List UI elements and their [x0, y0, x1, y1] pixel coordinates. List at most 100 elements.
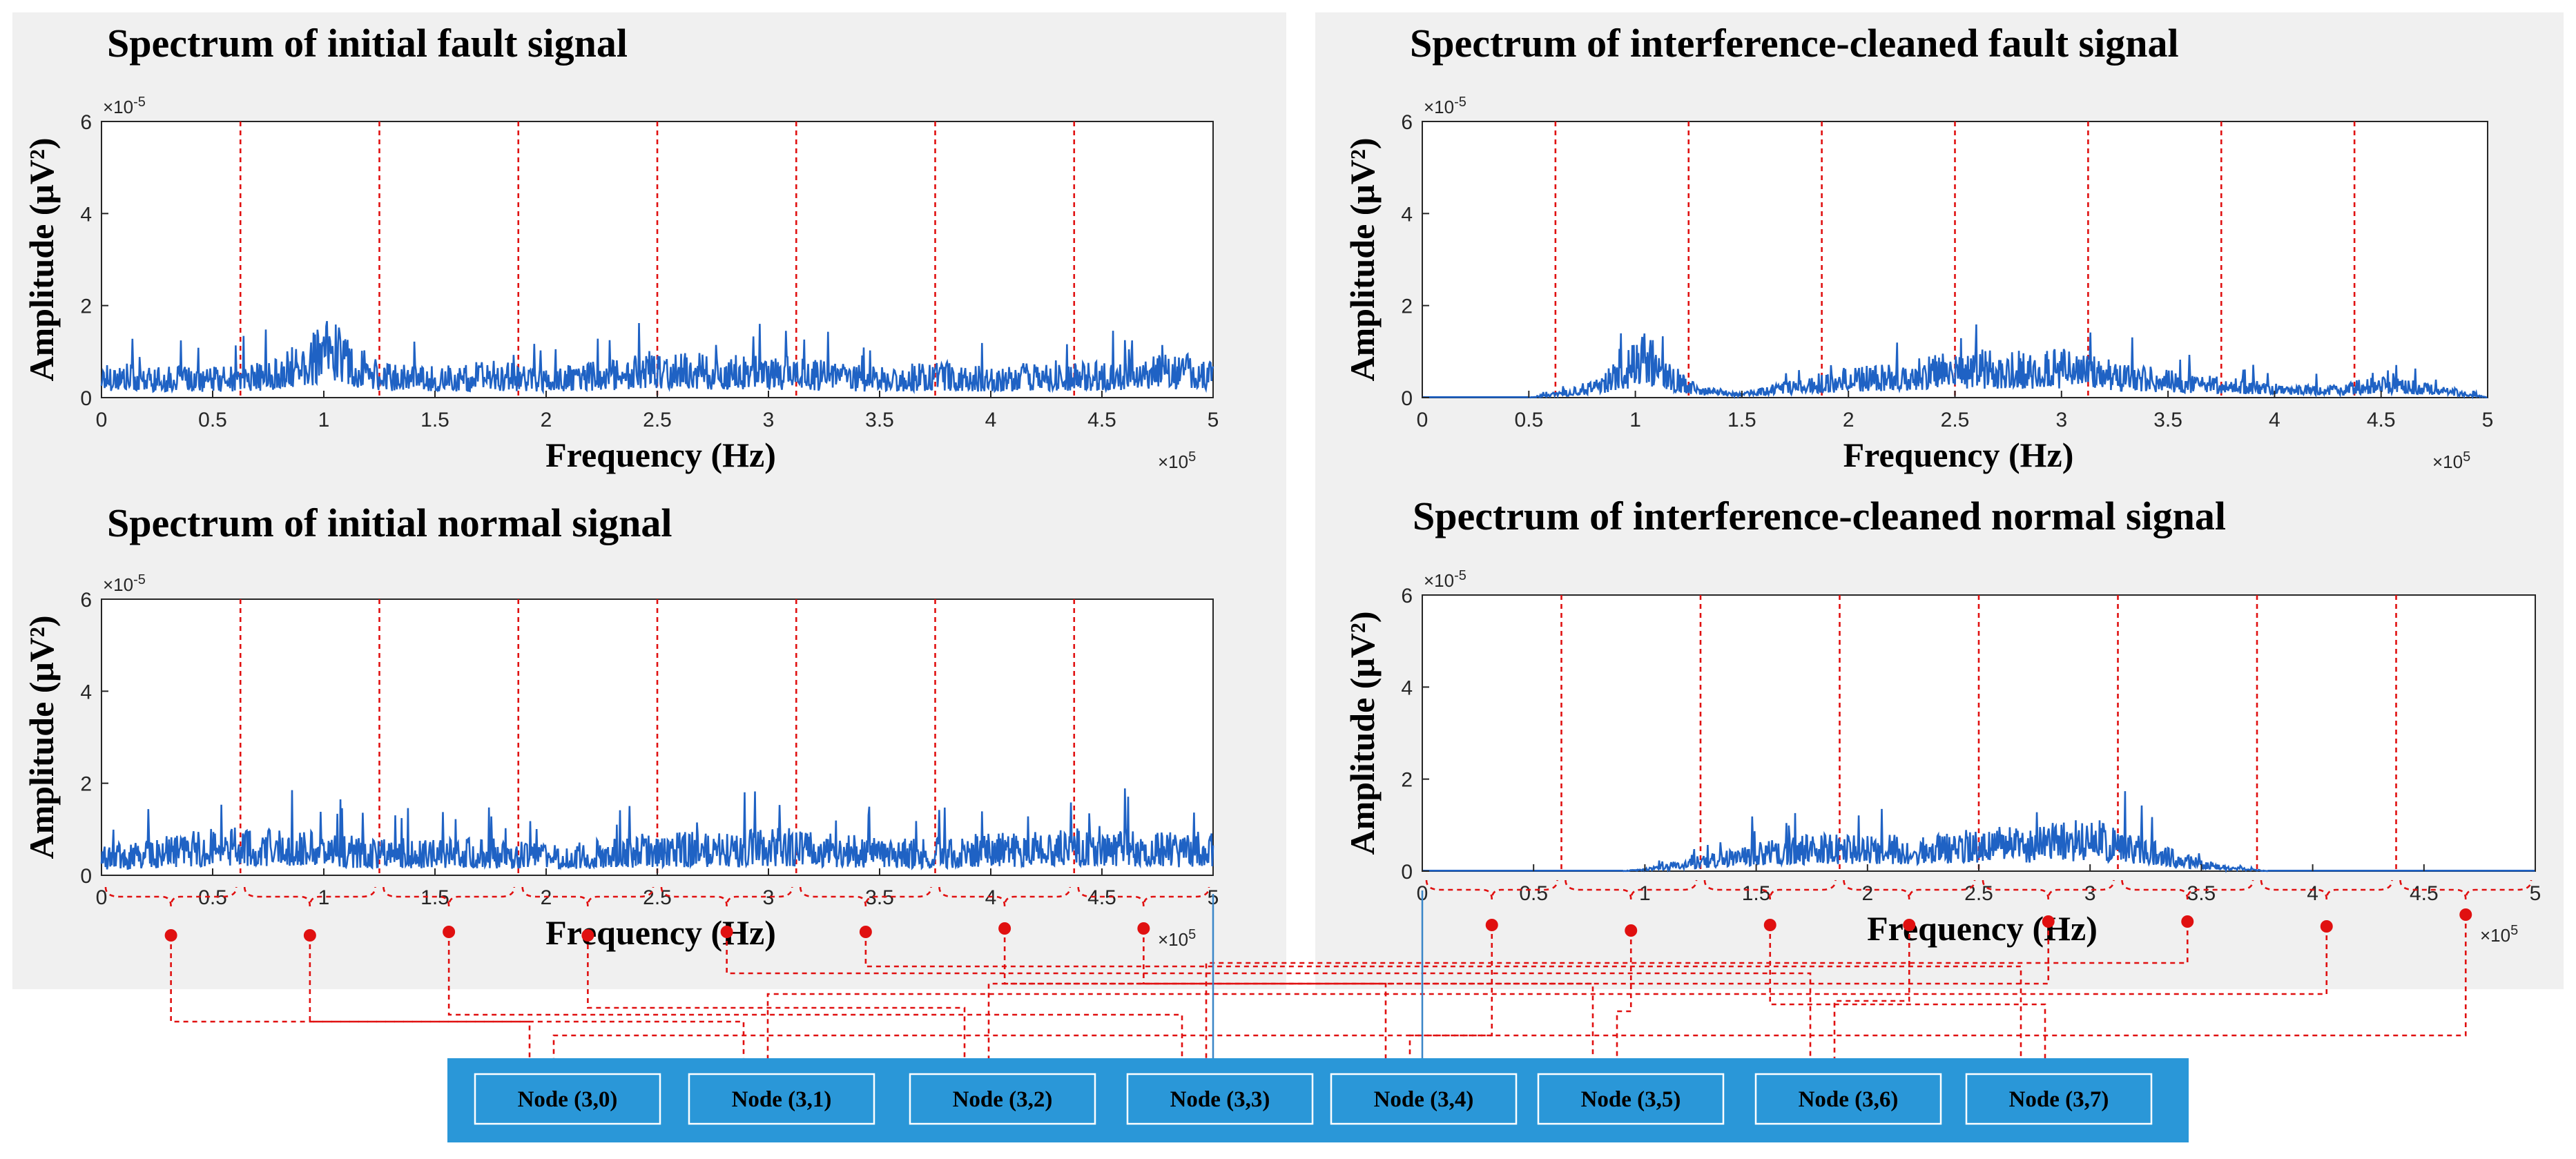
node-box-frame	[909, 1073, 1096, 1125]
x-tick-label: 4.5	[2367, 409, 2396, 431]
node-label: Node (3,6)	[1799, 1087, 1899, 1112]
charts-layer: Spectrum of initial fault signal 0 0.5 1 1.5…	[22, 21, 2541, 952]
x-tick-label: 0	[96, 886, 108, 909]
chart-title: Spectrum of interference-cleaned fault s…	[1410, 21, 2179, 66]
x-tick-label: 0	[1417, 409, 1429, 431]
band-to-node-connector	[1408, 925, 1493, 1068]
node-box-frame	[1330, 1073, 1518, 1125]
node-box-frame	[1965, 1073, 2153, 1125]
x-tick-label: 1	[318, 409, 330, 431]
band-to-node-connector	[726, 932, 1812, 1068]
spectrum-series-line	[1422, 791, 2535, 873]
x-axis-label: Frequency (Hz)	[545, 913, 776, 952]
band-to-node-connector	[587, 935, 966, 1068]
x-tick-label: 3	[2084, 882, 2096, 905]
band-brace	[2121, 879, 2254, 900]
x-tick-label: 1	[1629, 409, 1641, 431]
band-brace	[1703, 879, 1837, 900]
chart-p3: Spectrum of interference-cleaned normal …	[1343, 494, 2541, 948]
y-tick-label: 6	[1401, 111, 1413, 134]
y-tick-label: 2	[80, 295, 92, 318]
band-brace	[938, 886, 1072, 907]
x-tick-label: 0	[96, 409, 108, 431]
x-tick-label: 0.5	[198, 409, 227, 431]
node-box: Node (3,7)	[1965, 1073, 2153, 1125]
spectrum-series-line	[100, 788, 1214, 871]
band-to-node-connector	[987, 922, 2050, 1068]
band-to-node-connector	[864, 932, 2022, 1068]
band-to-node-connector	[170, 935, 531, 1068]
x-tick-label: 1	[1639, 882, 1651, 905]
x-tick-label: 1.5	[1727, 409, 1756, 431]
x-tick-label: 3.5	[865, 409, 894, 431]
band-to-node-connector	[552, 915, 2467, 1068]
x-tick-label: 4	[2269, 409, 2280, 431]
node-box-frame	[1754, 1073, 1942, 1125]
x-tick-label: 0.5	[198, 886, 227, 909]
y-tick-label: 4	[1401, 203, 1413, 226]
x-tick-label: 2	[1843, 409, 1854, 431]
band-to-node-connector	[1205, 922, 2189, 1068]
node-box-frame	[1537, 1073, 1725, 1125]
node-box: Node (3,4)	[1330, 1073, 1518, 1125]
band-to-node-connector	[1143, 928, 1387, 1068]
x-tick-label: 5	[2482, 409, 2494, 431]
nodes-layer: Node (3,0) Node (3,1) Node (3,2) Node (3,3)…	[447, 1058, 2189, 1142]
band-brace	[1425, 879, 1558, 900]
y-axis-label: Amplitude (μV²)	[22, 615, 61, 859]
x-tick-label: 2.5	[1964, 882, 1993, 905]
x-tick-label: 4.5	[1087, 409, 1116, 431]
y-tick-label: 4	[1401, 676, 1413, 699]
chart-title: Spectrum of interference-cleaned normal …	[1413, 494, 2226, 538]
y-tick-label: 0	[80, 387, 92, 410]
node-box-frame	[1126, 1073, 1314, 1125]
band-brace	[2260, 879, 2393, 900]
mapping-layer	[104, 879, 2533, 1075]
band-brace	[660, 886, 793, 907]
node-box: Node (3,2)	[909, 1073, 1096, 1125]
y-tick-label: 2	[1401, 295, 1413, 318]
node-label: Node (3,4)	[1374, 1087, 1474, 1112]
x-tick-label: 4	[2307, 882, 2318, 905]
y-tick-label: 0	[1401, 387, 1413, 410]
band-to-node-connector	[447, 932, 1183, 1068]
spectrum-series-line	[1422, 324, 2488, 400]
node-box: Node (3,3)	[1126, 1073, 1314, 1125]
band-to-node-connector	[1833, 925, 1910, 1068]
node-box: Node (3,1)	[688, 1073, 875, 1125]
chart-p0: Spectrum of initial fault signal 0 0.5 1 1.5…	[22, 21, 1219, 474]
y-tick-label: 4	[80, 681, 92, 703]
y-tick-label: 6	[1401, 585, 1413, 607]
y-tick-label: 0	[80, 865, 92, 888]
x-tick-label: 2	[541, 409, 552, 431]
band-brace	[1565, 879, 1698, 900]
x-tick-label: 5	[1208, 409, 1219, 431]
x-axis-label: Frequency (Hz)	[1867, 909, 2098, 948]
x-tick-label: 2	[1861, 882, 1873, 905]
chart-title: Spectrum of initial normal signal	[107, 500, 672, 545]
band-brace	[1077, 886, 1210, 907]
y-axis-label: Amplitude (μV²)	[1343, 137, 1382, 381]
y-tick-label: 6	[80, 589, 92, 612]
x-tick-label: 2.5	[643, 886, 672, 909]
band-to-node-connector	[1003, 928, 1594, 1068]
x-tick-label: 1	[318, 886, 330, 909]
band-to-node-connector	[1616, 931, 1632, 1068]
y-axis-label: Amplitude (μV²)	[22, 137, 61, 381]
node-label: Node (3,2)	[953, 1087, 1053, 1112]
chart-title: Spectrum of initial fault signal	[107, 21, 628, 66]
band-to-node-connector	[766, 926, 2328, 1068]
node-box-frame	[688, 1073, 875, 1125]
x-tick-label: 1.5	[420, 409, 449, 431]
x-tick-label: 4.5	[2410, 882, 2439, 905]
band-brace	[1982, 879, 2115, 900]
x-tick-label: 4	[985, 409, 997, 431]
band-brace	[521, 886, 655, 907]
node-label: Node (3,0)	[518, 1087, 618, 1112]
x-tick-label: 3.5	[2153, 409, 2182, 431]
x-tick-label: 3	[763, 409, 775, 431]
x-tick-label: 3	[2055, 409, 2067, 431]
x-tick-label: 3	[763, 886, 775, 909]
